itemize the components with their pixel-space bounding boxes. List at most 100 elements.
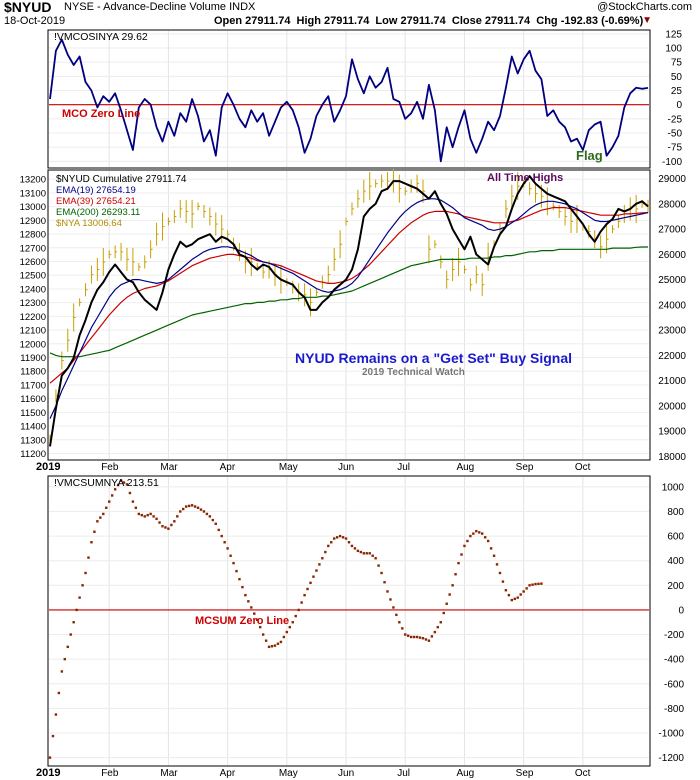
mcsum-point xyxy=(475,529,478,533)
mcsum-panel-frame xyxy=(47,475,651,767)
mcsum-point xyxy=(534,582,537,586)
mcsum-point xyxy=(170,523,173,527)
flag-annotation: Flag xyxy=(576,148,603,163)
nyud-tick-label: 20000 xyxy=(658,401,686,412)
mco-tick-label: -75 xyxy=(668,143,683,154)
mcsum-point xyxy=(90,541,93,544)
mcsum-point xyxy=(176,515,179,518)
mcsum-point xyxy=(167,527,170,530)
mcsum-point xyxy=(297,608,300,612)
mcsum-point xyxy=(190,504,194,507)
mcsum-point xyxy=(415,635,419,639)
mcsum-point xyxy=(472,532,475,535)
mcsum-point xyxy=(105,506,108,509)
date-label: 18-Oct-2019 xyxy=(4,15,66,27)
mcsum-point xyxy=(226,547,229,550)
mcsum-point xyxy=(164,526,167,529)
month-label: Oct xyxy=(575,462,591,473)
mcsum-point xyxy=(332,537,336,540)
nya-tick-label: 12200 xyxy=(20,312,46,323)
mcsum-point xyxy=(66,645,69,649)
mcsum-point xyxy=(457,561,460,565)
legend-price: $NYUD Cumulative 27911.74 xyxy=(56,174,187,185)
nya-tick-label: 11200 xyxy=(20,449,46,460)
mcsum-point xyxy=(78,596,81,599)
ema19-line xyxy=(49,198,649,419)
mcsum-point xyxy=(96,520,99,523)
mcsum-point xyxy=(306,587,309,591)
nyud-tick-label: 24000 xyxy=(658,300,686,311)
mcsum-point xyxy=(513,597,516,601)
month-label: Jul xyxy=(397,462,410,473)
month-label: May xyxy=(279,768,298,779)
source-label: @StockCharts.com xyxy=(597,1,692,13)
mcsum-point xyxy=(128,491,132,495)
mcsum-point xyxy=(285,630,289,634)
mcsum-point xyxy=(540,582,543,585)
nyud-tick-label: 23000 xyxy=(658,326,686,337)
mco-title: !VMCOSINYA 29.62 xyxy=(54,31,148,43)
mcsum-point xyxy=(478,531,481,534)
mcsum-point xyxy=(179,510,182,513)
mcsum-point xyxy=(504,589,508,592)
mcsum-point xyxy=(398,621,401,624)
mcsum-point xyxy=(214,522,217,525)
mcsum-point xyxy=(57,691,61,695)
mcsum-point xyxy=(113,488,117,491)
mcsum-point xyxy=(81,584,84,587)
mcsum-point xyxy=(498,571,502,575)
mcsum-point xyxy=(368,552,371,555)
nya-tick-label: 13000 xyxy=(20,202,46,213)
mcsum-point xyxy=(253,612,256,615)
mcsum-point xyxy=(469,534,472,538)
mcsum-tick-label: -800 xyxy=(664,704,684,715)
mcsum-point xyxy=(537,582,540,586)
mcsum-point xyxy=(418,636,422,639)
price-panel: 2019 Feb Mar Apr May Jun Jul Aug Sep Oct 13200 1310… xyxy=(20,169,686,473)
chg-down-icon: ▼ xyxy=(642,15,652,26)
month-label: Jul xyxy=(397,768,410,779)
mcsum-point xyxy=(347,541,351,544)
mcsum-point xyxy=(460,553,463,556)
mcsum-point xyxy=(312,575,315,578)
mcsum-point xyxy=(72,621,75,624)
nya-tick-label: 12800 xyxy=(20,230,46,241)
mcsum-point xyxy=(93,530,96,533)
mcsum-point xyxy=(315,569,318,572)
month-label: Mar xyxy=(160,462,178,473)
mcsum-point xyxy=(395,613,398,617)
mcsum-point xyxy=(318,563,321,566)
mcsum-point xyxy=(463,544,466,548)
mcsum-point xyxy=(217,528,220,532)
mcsum-point xyxy=(466,539,469,543)
mcsum-point xyxy=(69,633,72,636)
mcsum-point xyxy=(75,608,78,612)
mcsum-point xyxy=(211,518,215,522)
mcsum-tick-label: 0 xyxy=(678,605,684,616)
mcsum-point xyxy=(525,587,528,590)
month-label: Apr xyxy=(220,768,236,779)
mcsum-point xyxy=(270,645,274,648)
month-label: Aug xyxy=(456,768,474,779)
mcsum-point xyxy=(374,557,377,560)
mcsum-tick-label: -600 xyxy=(664,679,684,690)
mcsum-tick-label: 600 xyxy=(667,532,684,543)
nya-tick-label: 11900 xyxy=(20,353,46,364)
mcsum-point xyxy=(291,621,294,624)
mcsum-point xyxy=(448,593,451,596)
mco-tick-label: 50 xyxy=(671,72,683,83)
mco-panel: 125 100 75 50 25 0 -25 -50 -75 -100 xyxy=(49,29,682,168)
mcsum-point xyxy=(184,505,188,508)
mcsum-point xyxy=(501,580,505,583)
legend-ema39: EMA(39) 27654.21 xyxy=(56,196,136,207)
nya-tick-label: 11500 xyxy=(20,408,46,419)
month-label: 2019 xyxy=(36,767,60,779)
mcsum-point xyxy=(51,734,55,738)
mco-tick-label: -25 xyxy=(668,114,683,125)
mcsum-point xyxy=(439,621,442,624)
mcsum-point xyxy=(273,644,277,647)
symbol-label: $NYUD xyxy=(4,0,52,15)
mcsum-point xyxy=(424,638,428,641)
nya-tick-label: 11700 xyxy=(20,380,46,391)
